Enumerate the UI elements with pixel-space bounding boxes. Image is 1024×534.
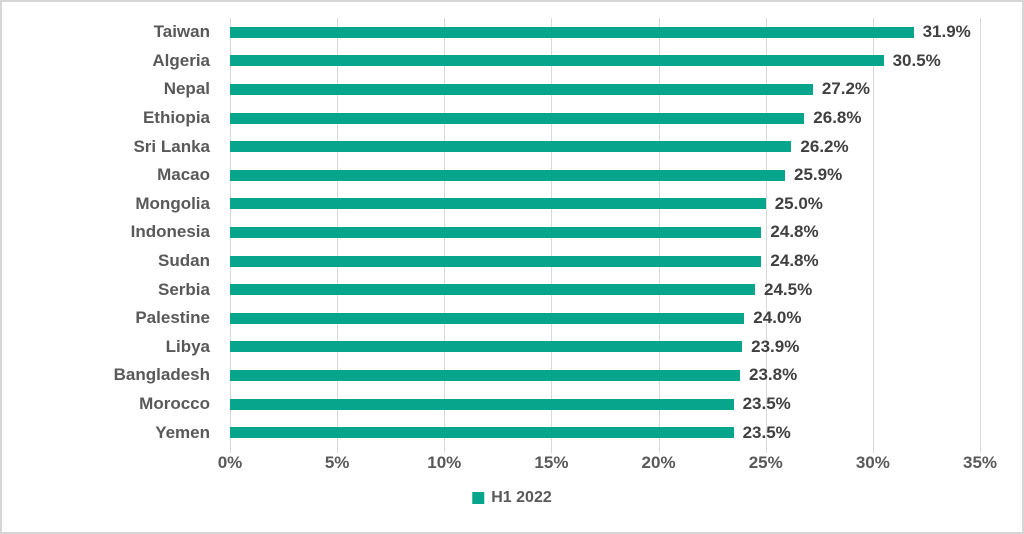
- legend-marker-icon: [472, 492, 485, 504]
- category-label: Taiwan: [153, 22, 210, 42]
- value-label: 26.8%: [813, 108, 862, 128]
- bar-Palestine: [230, 312, 745, 324]
- value-label: 24.5%: [764, 279, 813, 299]
- category-axis-labels: Taiwan Algeria Nepal Ethiopia Sri Lanka Macao…: [2, 18, 230, 447]
- category-label: Ethiopia: [142, 108, 210, 128]
- bar-Bangladesh: [230, 369, 740, 381]
- value-label: 25.9%: [794, 165, 843, 185]
- bar-row: 26.8%: [230, 104, 980, 133]
- category-label: Mongolia: [135, 193, 210, 213]
- category-label: Sudan: [158, 251, 210, 271]
- gridline-30%: [872, 18, 874, 453]
- x-tick-label-5%: 5%: [324, 453, 350, 472]
- bar-row: 23.5%: [230, 390, 980, 419]
- value-label: 23.9%: [751, 336, 800, 356]
- value-label: 23.8%: [749, 365, 798, 385]
- value-label: 23.5%: [742, 422, 791, 442]
- category-label: Sri Lanka: [133, 136, 210, 156]
- value-label: 31.9%: [922, 22, 971, 42]
- bar-Libya: [230, 341, 743, 353]
- x-tick-label-20%: 20%: [641, 453, 676, 472]
- plot-area: 31.9% 30.5% 27.2% 26.8% 26.2% 25.9% 25.0% 24.8%…: [230, 18, 981, 453]
- value-label: 25.0%: [774, 193, 823, 213]
- category-label: Yemen: [155, 422, 210, 442]
- x-tick-label-35%: 35%: [962, 453, 998, 472]
- bar-row: 25.0%: [230, 190, 980, 219]
- x-tick-label-0%: 0%: [217, 453, 243, 472]
- bar-rows: 31.9% 30.5% 27.2% 26.8% 26.2% 25.9% 25.0% 24.8%…: [230, 18, 980, 447]
- bar-Yemen: [230, 427, 734, 439]
- bar-Sudan: [230, 255, 762, 267]
- bar-Ethiopia: [230, 112, 805, 124]
- category-label: Palestine: [135, 308, 210, 328]
- bar-Indonesia: [230, 226, 762, 238]
- legend-label: H1 2022: [491, 489, 552, 506]
- bar-Nepal: [230, 83, 813, 95]
- x-tick-label-30%: 30%: [855, 453, 890, 472]
- bar-row: 27.2%: [230, 75, 980, 104]
- category-label: Libya: [165, 336, 210, 356]
- category-label: Indonesia: [130, 222, 210, 242]
- bar-Morocco: [230, 398, 734, 410]
- bar-row: 23.5%: [230, 418, 980, 447]
- bar-row: 31.9%: [230, 18, 980, 47]
- category-label: Nepal: [163, 79, 210, 99]
- x-tick-label-25%: 25%: [748, 453, 783, 472]
- bar-Mongolia: [230, 198, 766, 210]
- x-tick-label-15%: 15%: [534, 453, 569, 472]
- category-label: Serbia: [158, 279, 210, 299]
- bar-row: 30.5%: [230, 47, 980, 76]
- bar-row: 25.9%: [230, 161, 980, 190]
- bar-row: 24.8%: [230, 247, 980, 276]
- value-label: 23.5%: [742, 394, 791, 414]
- bar-Macao: [230, 169, 785, 181]
- bar-Serbia: [230, 284, 755, 296]
- value-label: 30.5%: [892, 50, 941, 70]
- gridline-25%: [765, 18, 767, 453]
- gridline-35%: [980, 18, 981, 453]
- value-label: 24.8%: [770, 251, 819, 271]
- category-label: Bangladesh: [113, 365, 210, 385]
- legend: H1 2022: [472, 489, 552, 507]
- bar-Taiwan: [230, 26, 914, 38]
- value-label: 27.2%: [821, 79, 871, 99]
- category-label: Macao: [157, 165, 210, 185]
- bar-row: 26.2%: [230, 132, 980, 161]
- category-label: Morocco: [139, 394, 210, 414]
- value-axis: 0% 5% 10% 15% 20% 25% 30% 35%: [218, 453, 997, 477]
- value-label: 26.2%: [800, 136, 849, 156]
- value-label: 24.8%: [770, 222, 819, 242]
- bar-row: 23.9%: [230, 333, 980, 362]
- bar-Algeria: [230, 55, 884, 67]
- bar-Sri Lanka: [230, 141, 792, 153]
- bar-row: 24.5%: [230, 275, 980, 304]
- bar-row: 24.0%: [230, 304, 980, 333]
- bar-row: 23.8%: [230, 361, 980, 390]
- x-tick-label-10%: 10%: [427, 453, 462, 472]
- value-label: 24.0%: [753, 308, 802, 328]
- bar-row: 24.8%: [230, 218, 980, 247]
- category-label: Algeria: [152, 50, 210, 70]
